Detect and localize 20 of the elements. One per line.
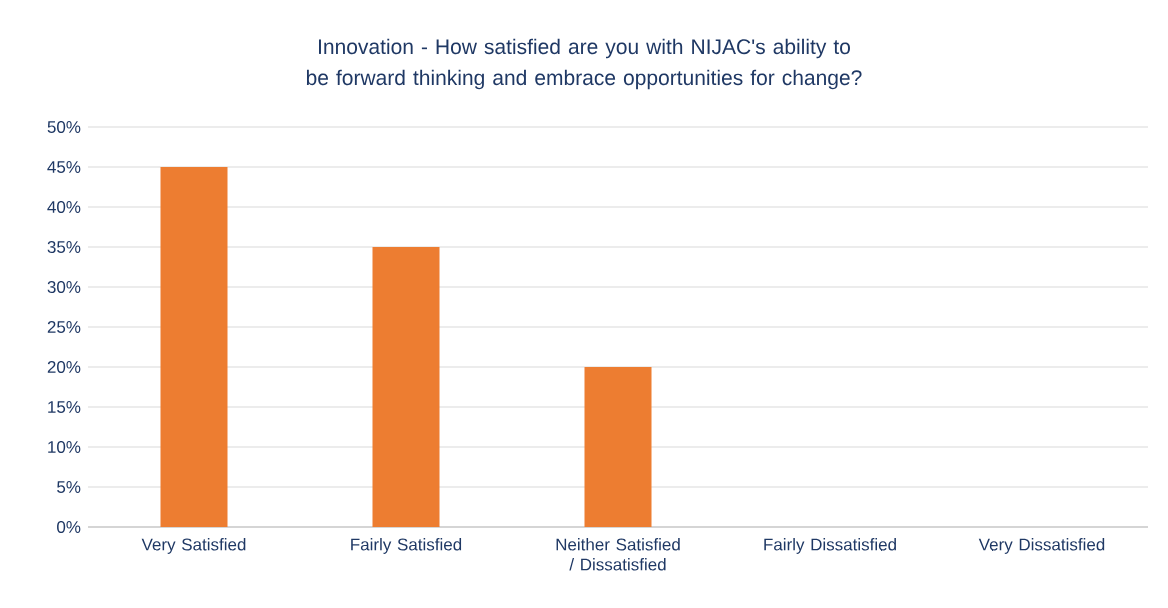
y-tick-label: 30% — [47, 280, 81, 294]
y-tick-label: 50% — [47, 120, 81, 134]
y-tick-label: 20% — [47, 360, 81, 374]
x-tick-label: Neither Satisfied / Dissatisfied — [556, 538, 680, 571]
x-tick-label: Fairly Dissatisfied — [764, 538, 896, 554]
y-tick-label: 15% — [48, 401, 81, 413]
y-tick-label: 25% — [47, 320, 81, 334]
y-tick-label: 40% — [47, 200, 81, 214]
y-tick-label: 45% — [47, 161, 81, 173]
x-tick-label: Fairly Satisfied — [351, 538, 462, 554]
y-tick-label: 5% — [57, 481, 81, 493]
x-tick-label: Very Dissatisfied — [978, 538, 1105, 554]
y-tick-label: 0% — [57, 520, 81, 534]
bar — [372, 247, 440, 527]
chart-title: Innovation - How satisfied are you with NIJAC's ability to be forward thinking and embrace opportunities for change? — [306, 38, 862, 90]
y-tick-label: 35% — [47, 240, 81, 254]
bar — [584, 367, 652, 527]
bar — [160, 167, 228, 527]
y-tick-label: 10% — [48, 440, 81, 454]
x-tick-label: Very Satisfied — [141, 538, 246, 554]
